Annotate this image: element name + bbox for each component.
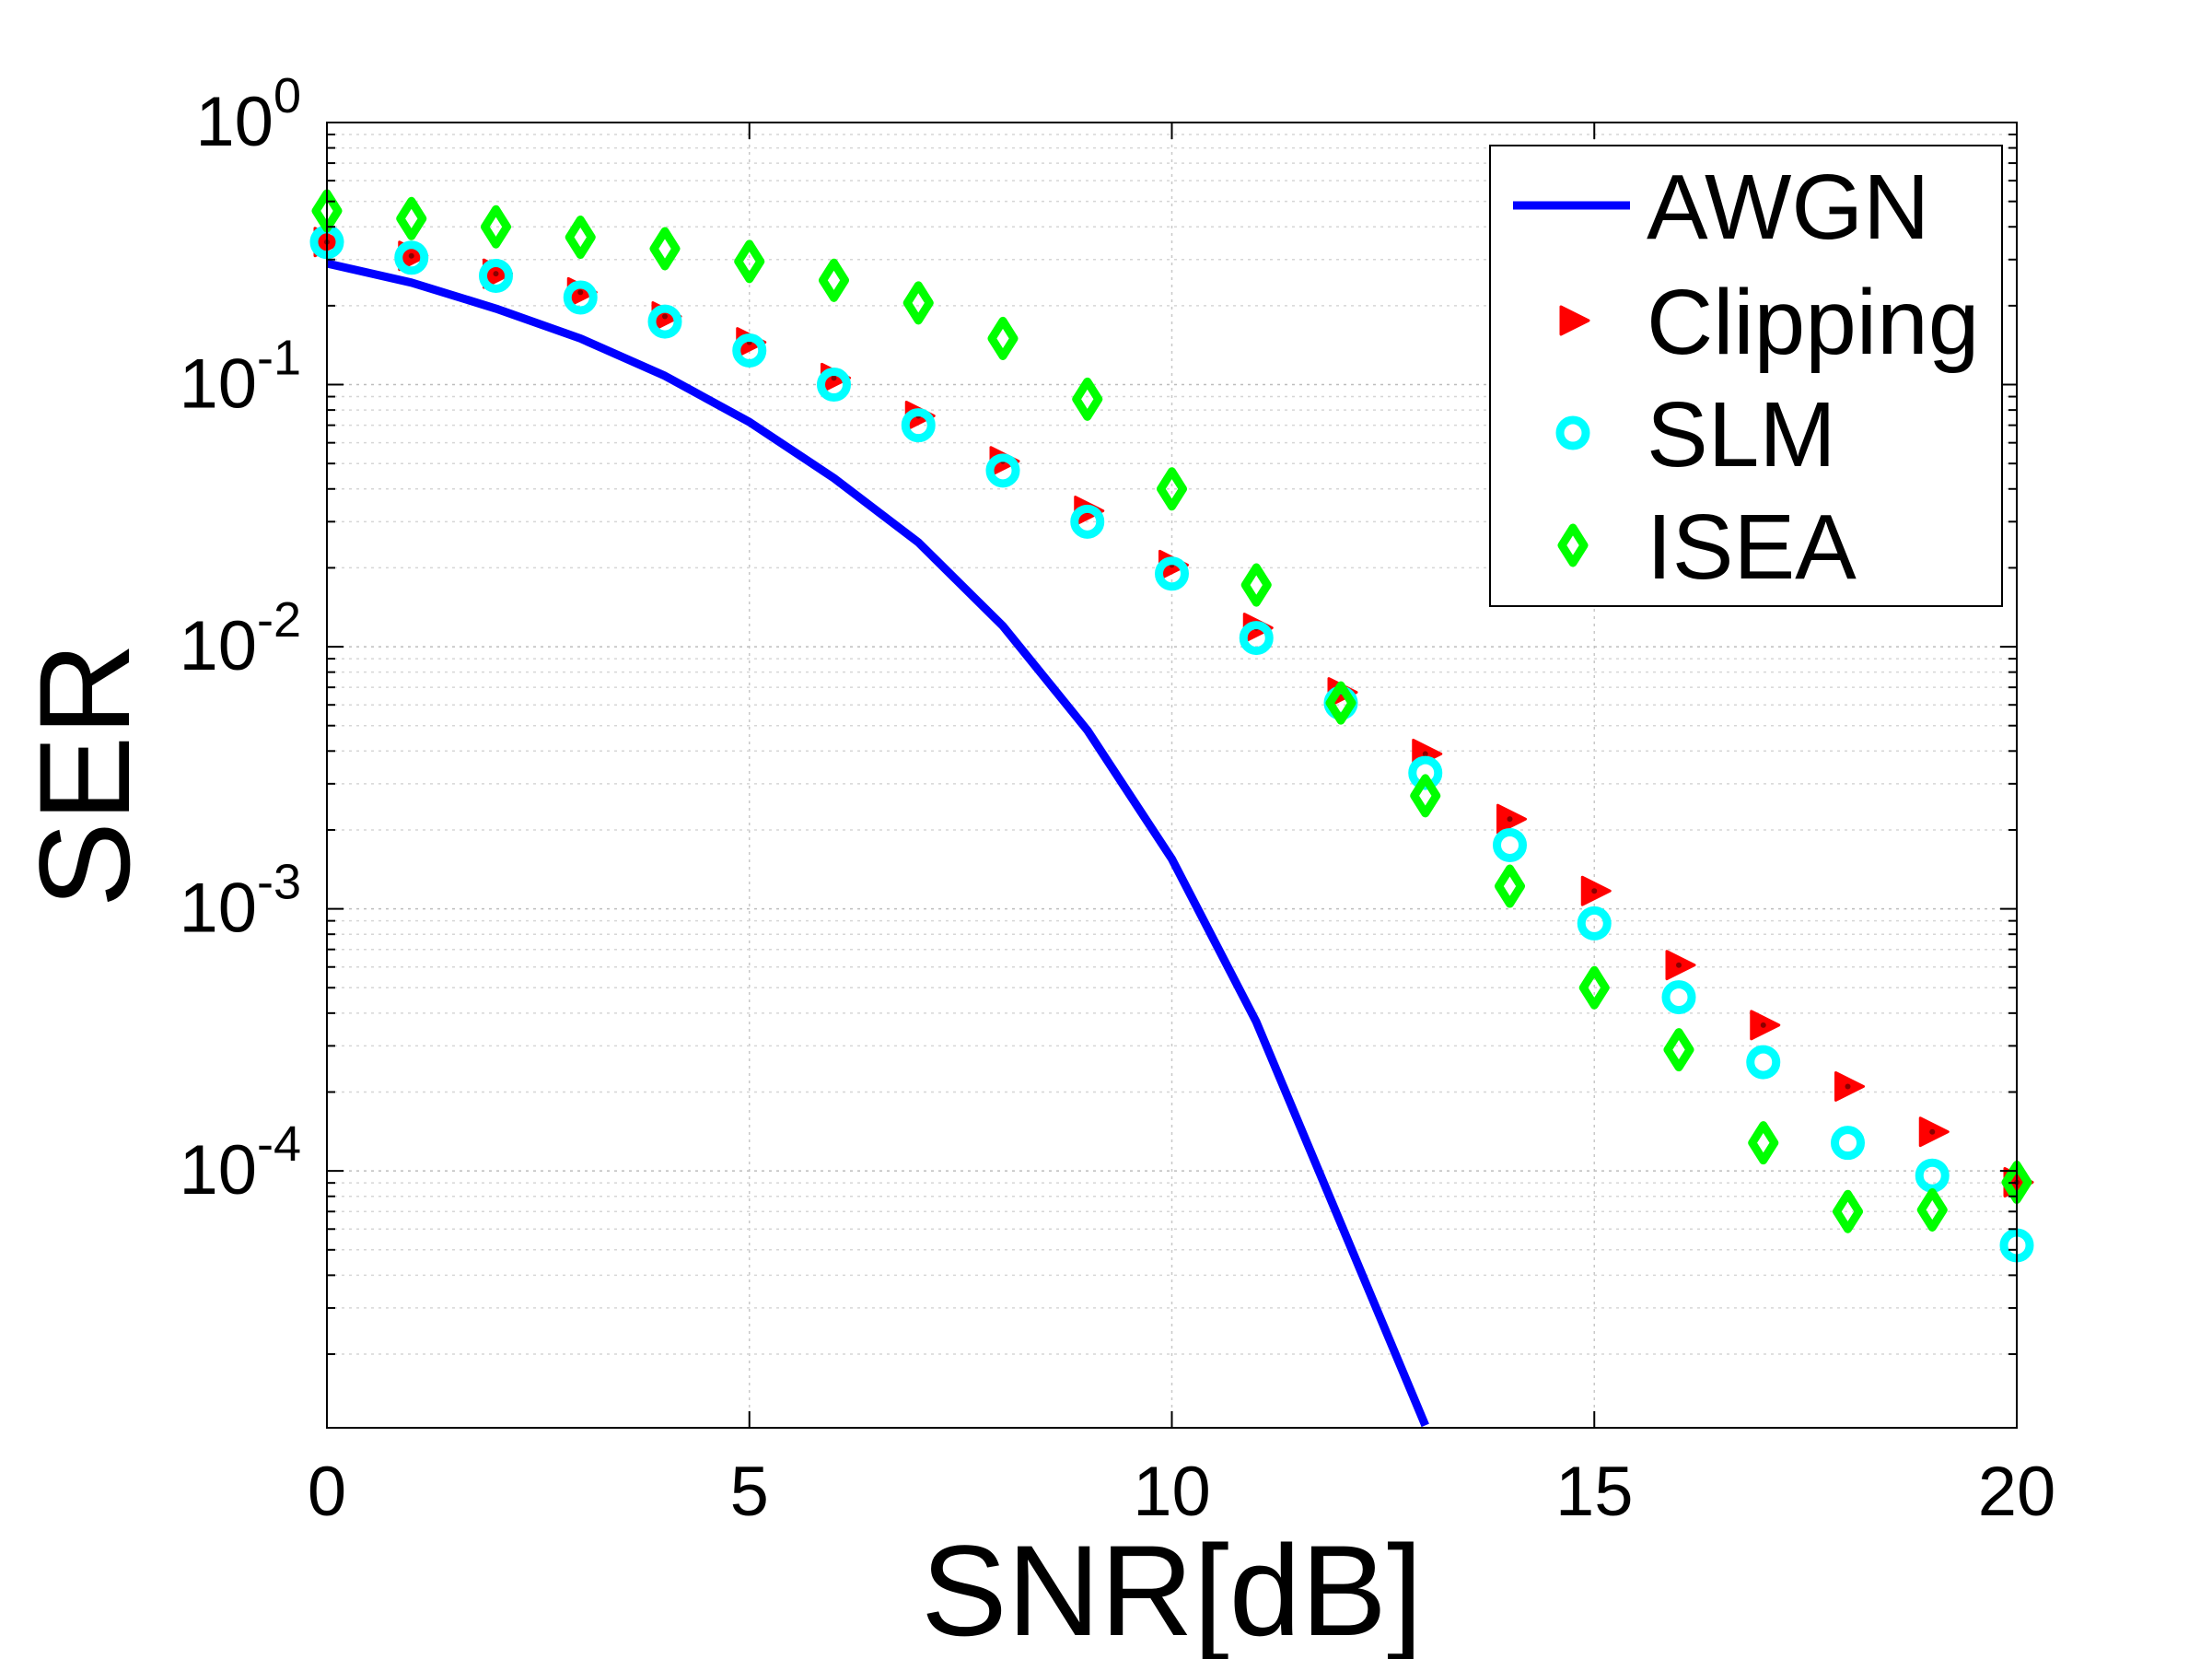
data-point-dot bbox=[1676, 962, 1682, 968]
data-point-isea bbox=[734, 240, 765, 284]
data-point-slm bbox=[479, 258, 513, 293]
data-point-dot bbox=[662, 313, 668, 320]
series-line-awgn bbox=[326, 259, 1429, 1428]
tick-labels: 0 5 10 15 20 100 10-1 10-2 10-3 10-4 bbox=[179, 68, 2055, 1531]
data-point-isea bbox=[1072, 377, 1103, 421]
legend-label-clipping: Clipping bbox=[1647, 271, 1979, 374]
y-tick-label: 10-2 bbox=[179, 592, 301, 685]
data-point-isea bbox=[902, 281, 934, 325]
data-point-slm bbox=[394, 240, 429, 275]
data-point-isea bbox=[1833, 1189, 1863, 1233]
legend-label-awgn: AWGN bbox=[1647, 156, 1929, 259]
x-tick-label: 15 bbox=[1555, 1453, 1634, 1531]
data-point-isea bbox=[1578, 965, 1610, 1010]
data-point-slm bbox=[1239, 621, 1274, 656]
data-point-isea bbox=[1748, 1121, 1779, 1165]
data-point-isea bbox=[819, 258, 849, 302]
y-tick-label: 10-1 bbox=[179, 331, 301, 424]
data-point-slm bbox=[1831, 1126, 1865, 1161]
data-point-dot bbox=[831, 375, 837, 381]
ticks bbox=[326, 122, 2018, 1428]
data-point-dot bbox=[1422, 751, 1428, 757]
data-point-slm bbox=[1070, 504, 1105, 539]
data-point-dot bbox=[1591, 888, 1598, 894]
legend-swatch-isea bbox=[1557, 523, 1589, 567]
x-tick-label: 0 bbox=[308, 1453, 346, 1531]
data-point-dot bbox=[1845, 1083, 1851, 1090]
data-point-isea bbox=[649, 227, 681, 271]
data-point-isea bbox=[1916, 1187, 1948, 1232]
awgn-line-layer bbox=[326, 259, 1429, 1428]
data-point-dot bbox=[1929, 1128, 1936, 1135]
data-point-slm bbox=[817, 368, 851, 403]
y-tick-label: 10-4 bbox=[179, 1116, 301, 1209]
legend-swatch-slm bbox=[1555, 415, 1590, 450]
data-point-slm bbox=[1577, 905, 1612, 940]
legend-label-slm: SLM bbox=[1647, 383, 1836, 486]
data-point-slm bbox=[563, 280, 598, 315]
data-point-isea bbox=[565, 216, 596, 260]
data-point-isea bbox=[1325, 681, 1356, 725]
marker-layer bbox=[309, 189, 2034, 1263]
data-point-isea bbox=[481, 204, 511, 249]
data-point-dot bbox=[1507, 816, 1513, 823]
data-point-slm bbox=[647, 304, 682, 339]
data-point-dot bbox=[408, 252, 414, 259]
data-point-slm bbox=[732, 333, 767, 368]
data-point-dot bbox=[577, 289, 584, 296]
data-point-dot bbox=[1760, 1022, 1766, 1028]
x-tick-label: 5 bbox=[730, 1453, 769, 1531]
data-point-slm bbox=[1746, 1045, 1781, 1080]
data-point-slm bbox=[1661, 980, 1696, 1015]
data-point-slm bbox=[985, 453, 1020, 488]
x-tick-label: 10 bbox=[1133, 1453, 1211, 1531]
data-point-slm bbox=[1493, 827, 1527, 862]
data-point-isea bbox=[396, 196, 427, 240]
data-point-isea bbox=[1663, 1028, 1694, 1072]
y-axis-title: SER bbox=[12, 643, 157, 908]
data-point-isea bbox=[1495, 864, 1525, 908]
data-point-isea bbox=[1410, 774, 1441, 818]
data-point-isea bbox=[1240, 563, 1272, 607]
data-point-isea bbox=[987, 316, 1019, 360]
data-point-slm bbox=[1155, 556, 1189, 591]
data-point-dot bbox=[493, 271, 499, 277]
legend-label-isea: ISEA bbox=[1647, 496, 1857, 599]
y-tick-label: 10-3 bbox=[179, 855, 301, 948]
y-tick-label: 100 bbox=[195, 68, 301, 161]
x-tick-label: 20 bbox=[1978, 1453, 2056, 1531]
legend-swatch-clipping bbox=[1559, 305, 1590, 336]
x-axis-title: SNR[dB] bbox=[921, 1518, 1423, 1659]
data-point-slm bbox=[901, 408, 936, 443]
data-point-isea bbox=[1157, 467, 1187, 511]
